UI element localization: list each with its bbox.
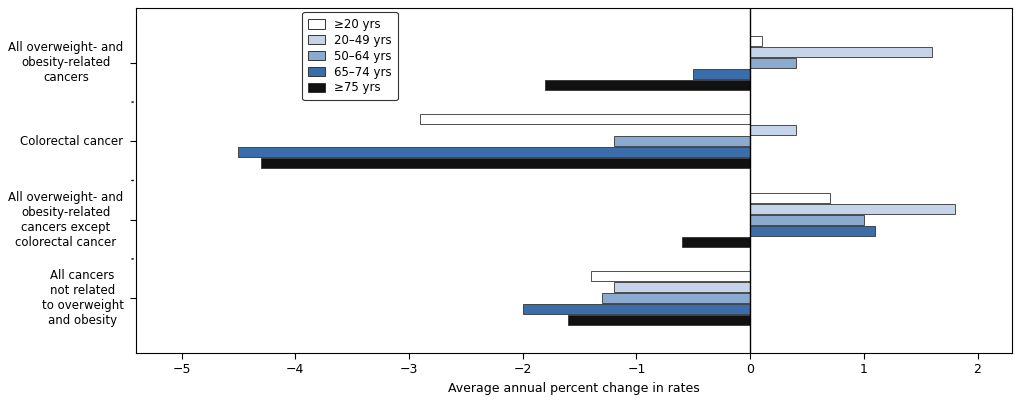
Bar [749,58,795,68]
Bar [261,158,749,168]
Bar [749,193,828,203]
Bar [749,125,795,135]
Bar [545,80,749,90]
Bar [590,271,749,281]
Bar [613,282,749,292]
Bar [420,114,749,124]
Bar [522,304,749,314]
Bar [682,237,749,247]
Bar [749,215,863,225]
Bar [238,147,749,157]
Bar [693,69,749,79]
Bar [613,136,749,146]
Bar [749,204,954,214]
Bar [601,293,749,303]
Bar [749,226,874,236]
Legend: ≥20 yrs, 20–49 yrs, 50–64 yrs, 65–74 yrs, ≥75 yrs: ≥20 yrs, 20–49 yrs, 50–64 yrs, 65–74 yrs… [303,12,397,100]
X-axis label: Average annual percent change in rates: Average annual percent change in rates [447,382,699,395]
Bar [568,315,749,325]
Bar [749,47,931,57]
Bar [749,36,761,46]
